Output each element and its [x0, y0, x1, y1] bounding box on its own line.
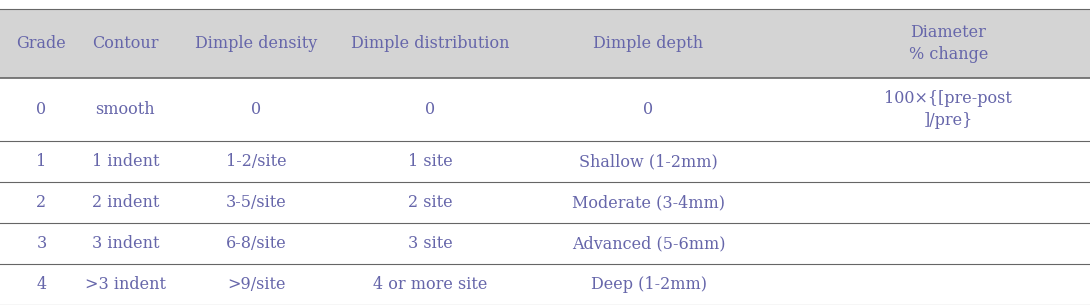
- Text: 2 indent: 2 indent: [92, 194, 159, 211]
- Text: Contour: Contour: [92, 35, 159, 52]
- Text: 4 or more site: 4 or more site: [374, 276, 487, 293]
- Text: 1 indent: 1 indent: [92, 153, 159, 170]
- Text: 3-5/site: 3-5/site: [226, 194, 287, 211]
- Text: Dimple distribution: Dimple distribution: [351, 35, 510, 52]
- Text: 0: 0: [643, 101, 654, 118]
- Text: Grade: Grade: [16, 35, 66, 52]
- Text: 0: 0: [36, 101, 47, 118]
- Text: 1-2/site: 1-2/site: [226, 153, 287, 170]
- Bar: [0, 9, 1090, 78]
- Text: 2 site: 2 site: [409, 194, 452, 211]
- Text: 3: 3: [36, 235, 47, 252]
- Text: 2: 2: [36, 194, 47, 211]
- Text: 1: 1: [36, 153, 47, 170]
- Text: 6-8/site: 6-8/site: [226, 235, 287, 252]
- Text: 1 site: 1 site: [408, 153, 453, 170]
- Text: Advanced (5-6mm): Advanced (5-6mm): [572, 235, 725, 252]
- Text: 3 site: 3 site: [408, 235, 453, 252]
- Text: 4: 4: [36, 276, 47, 293]
- Text: 0: 0: [425, 101, 436, 118]
- Text: Dimple density: Dimple density: [195, 35, 317, 52]
- Text: Moderate (3-4mm): Moderate (3-4mm): [572, 194, 725, 211]
- Text: 0: 0: [251, 101, 262, 118]
- Bar: [0, 141, 1090, 182]
- Text: Diameter
% change: Diameter % change: [909, 24, 988, 63]
- Text: smooth: smooth: [96, 101, 155, 118]
- Bar: [0, 264, 1090, 305]
- Text: Dimple depth: Dimple depth: [593, 35, 704, 52]
- Text: 100×{[pre-post
]/pre}: 100×{[pre-post ]/pre}: [884, 90, 1013, 129]
- Bar: [0, 182, 1090, 223]
- Text: >3 indent: >3 indent: [85, 276, 166, 293]
- Text: 3 indent: 3 indent: [92, 235, 159, 252]
- Text: >9/site: >9/site: [227, 276, 286, 293]
- Text: Deep (1-2mm): Deep (1-2mm): [591, 276, 706, 293]
- Text: Shallow (1-2mm): Shallow (1-2mm): [579, 153, 718, 170]
- Bar: [0, 78, 1090, 141]
- Bar: [0, 223, 1090, 264]
